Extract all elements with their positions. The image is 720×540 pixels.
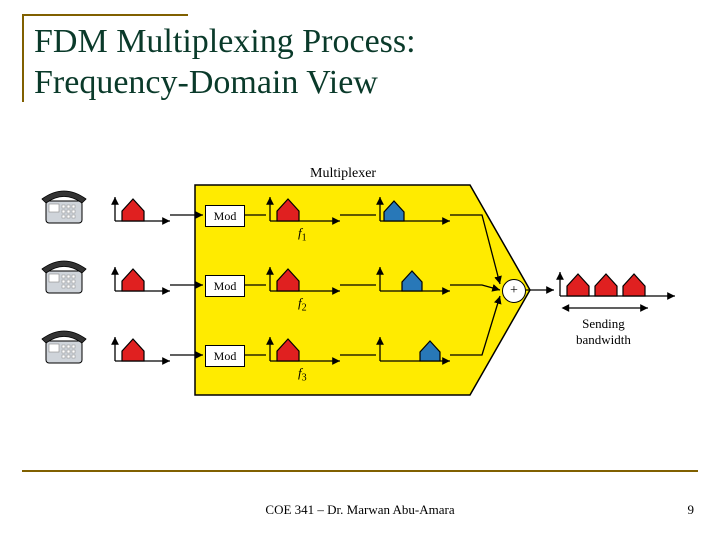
footer-text: COE 341 – Dr. Marwan Abu-Amara — [0, 502, 720, 518]
top-rule — [22, 14, 188, 16]
freq-label-1: f1 — [298, 225, 307, 244]
bottom-rule — [22, 470, 698, 472]
sending-bandwidth-label: Sendingbandwidth — [576, 316, 631, 347]
freq-label-2: f2 — [298, 295, 307, 314]
title-line-1: FDM Multiplexing Process: — [34, 23, 416, 60]
mod-box-3: Mod — [205, 345, 245, 367]
multiplexer-label: Multiplexer — [310, 166, 376, 182]
combiner-plus: + — [502, 279, 526, 303]
mod-box-2: Mod — [205, 275, 245, 297]
mod-box-1: Mod — [205, 205, 245, 227]
title-line-2: Frequency-Domain View — [34, 64, 378, 101]
freq-label-3: f3 — [298, 365, 307, 384]
fdm-diagram: Multiplexer Mod Mod Mod + f1 f2 f3 Sendi… — [40, 160, 680, 430]
slide-title: FDM Multiplexing Process: Frequency-Doma… — [34, 22, 416, 104]
page-number: 9 — [688, 502, 695, 518]
left-rule — [22, 14, 24, 102]
diagram-svg — [40, 160, 680, 430]
slide: FDM Multiplexing Process: Frequency-Doma… — [0, 0, 720, 540]
